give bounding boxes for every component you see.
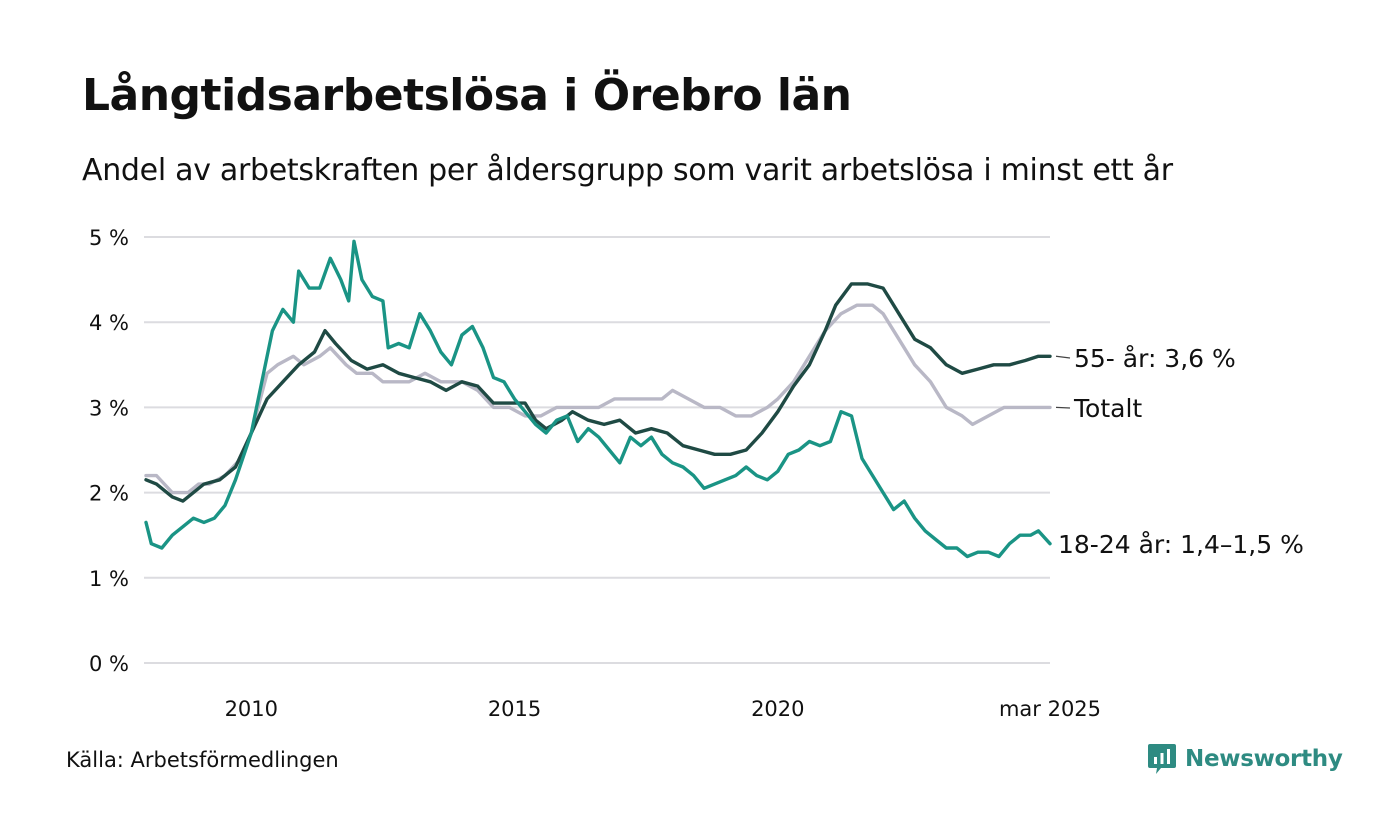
brand-logo: Newsworthy (1147, 742, 1343, 776)
chart-title: Långtidsarbetslösa i Örebro län (82, 70, 852, 121)
y-tick-label: 4 % (89, 311, 129, 335)
x-tick-label: mar 2025 (999, 697, 1101, 721)
brand-name: Newsworthy (1185, 746, 1343, 772)
end-label-total: Totalt (1073, 394, 1142, 423)
y-axis-ticks: 0 % 1 % 2 % 3 % 4 % 5 % (89, 226, 129, 676)
y-tick-label: 2 % (89, 482, 129, 506)
leader-line-total (1055, 406, 1071, 409)
gridlines (144, 236, 1050, 664)
chart-subtitle: Andel av arbetskraften per åldersgrupp s… (82, 153, 1173, 188)
y-tick-label: 5 % (89, 226, 129, 250)
x-tick-label: 2010 (225, 697, 278, 721)
y-tick-label: 3 % (89, 396, 129, 420)
x-axis-ticks: 2010 2015 2020 mar 2025 (225, 697, 1101, 721)
series-lines (144, 239, 1052, 559)
y-tick-label: 1 % (89, 567, 129, 591)
series-line-age_18_24 (144, 239, 1052, 559)
x-tick-label: 2020 (751, 697, 804, 721)
series-line-total (144, 303, 1052, 495)
x-tick-label: 2015 (488, 697, 541, 721)
source-note: Källa: Arbetsförmedlingen (66, 748, 339, 772)
leader-line-age_55_plus (1055, 355, 1071, 359)
end-labels: Totalt 55- år: 3,6 % 18-24 år: 1,4–1,5 % (1055, 344, 1304, 559)
series-line-age_55_plus (144, 282, 1052, 503)
end-label-age_55_plus: 55- år: 3,6 % (1074, 344, 1236, 373)
newsworthy-logo-icon (1148, 744, 1176, 774)
y-tick-label: 0 % (89, 652, 129, 676)
end-label-age_18_24: 18-24 år: 1,4–1,5 % (1058, 530, 1304, 559)
